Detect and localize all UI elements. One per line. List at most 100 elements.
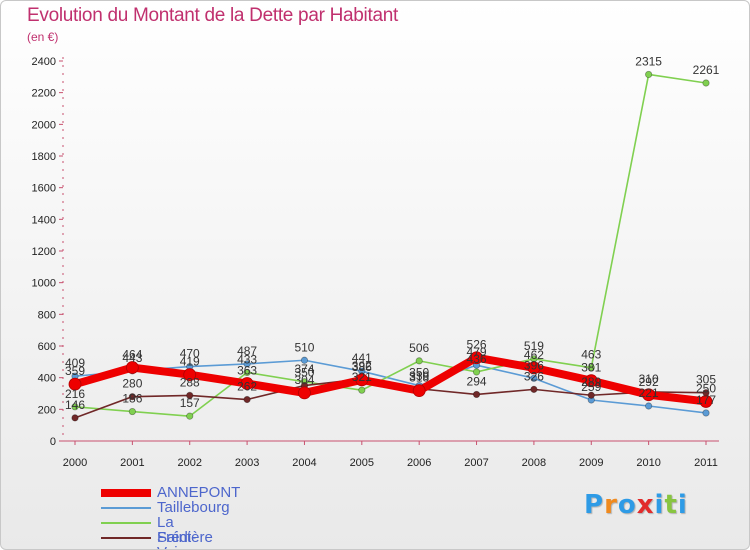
data-label: 305 xyxy=(696,373,716,387)
data-point xyxy=(183,368,197,382)
data-point xyxy=(642,388,656,402)
x-tick-label: 2003 xyxy=(235,457,259,469)
data-label: 487 xyxy=(237,344,257,358)
data-point xyxy=(645,70,653,79)
data-label: 326 xyxy=(524,369,544,383)
data-point xyxy=(472,390,481,399)
data-point xyxy=(702,409,710,417)
x-tick-label: 2000 xyxy=(63,457,87,469)
data-label: 510 xyxy=(294,340,314,354)
data-label: 506 xyxy=(409,341,429,355)
logo-letter: r xyxy=(604,490,618,520)
data-point xyxy=(415,357,423,365)
series-line-annepont xyxy=(71,353,710,406)
y-tick-label: 600 xyxy=(38,341,56,353)
data-label: 374 xyxy=(294,362,314,376)
data-point xyxy=(584,374,598,388)
data-label: 304 xyxy=(294,373,314,387)
data-point xyxy=(243,395,251,404)
data-label: 186 xyxy=(122,392,142,406)
x-tick-label: 2005 xyxy=(350,457,374,469)
series-line-taillebourg xyxy=(74,359,707,414)
data-point xyxy=(71,403,79,411)
proxiti-logo: Proxiti xyxy=(584,490,688,520)
data-point xyxy=(355,373,369,387)
x-tick-label: 2002 xyxy=(177,457,201,469)
data-label: 321 xyxy=(352,370,372,384)
data-label: 2261 xyxy=(693,63,720,77)
data-label: 381 xyxy=(581,361,601,375)
data-point xyxy=(470,351,483,365)
series-line-la-fr-di-re xyxy=(74,73,707,417)
data-label: 280 xyxy=(122,377,142,391)
data-label: 2315 xyxy=(635,54,662,68)
legend-label: ANNEPONT xyxy=(157,484,241,501)
data-point xyxy=(472,368,481,376)
chart-title: Evolution du Montant de la Dette par Hab… xyxy=(27,5,398,26)
x-tick-label: 2001 xyxy=(120,457,144,469)
data-point xyxy=(530,374,538,382)
data-point xyxy=(699,395,713,408)
data-label: 441 xyxy=(352,351,372,365)
data-point xyxy=(71,414,79,422)
data-point xyxy=(645,402,653,410)
data-label: 433 xyxy=(237,352,257,366)
data-label: 386 xyxy=(352,360,372,374)
data-point xyxy=(300,356,309,364)
data-point xyxy=(587,364,595,372)
data-label: 392 xyxy=(352,359,372,373)
data-label: 177 xyxy=(696,393,716,407)
data-label: 359 xyxy=(65,364,85,378)
data-label: 294 xyxy=(467,374,487,388)
data-point xyxy=(128,393,136,401)
data-point xyxy=(186,391,194,399)
legend-swatch xyxy=(101,507,151,509)
x-tick-label: 2010 xyxy=(636,457,660,469)
data-label: 470 xyxy=(180,347,200,361)
logo-letter: x xyxy=(636,490,655,520)
logo-letter: i xyxy=(677,490,688,520)
data-label: 464 xyxy=(122,348,142,362)
y-tick-label: 800 xyxy=(38,309,56,321)
x-tick-label: 2008 xyxy=(522,457,546,469)
logo-letter: P xyxy=(584,490,605,520)
logo-letter: t xyxy=(664,490,678,520)
data-point xyxy=(243,360,251,368)
data-point xyxy=(240,377,254,390)
y-tick-label: 1800 xyxy=(32,151,56,163)
x-tick-label: 2011 xyxy=(694,457,718,469)
data-label: 479 xyxy=(467,345,487,359)
data-label: 519 xyxy=(524,339,544,353)
y-tick-label: 2000 xyxy=(32,119,56,131)
data-label: 262 xyxy=(237,380,257,394)
axes: 0 200 400 600 800 1000 1200 1400 1600 1800 2000 220… xyxy=(32,56,719,469)
legend-label: Taillebourg xyxy=(157,499,230,516)
x-tick-label: 2006 xyxy=(407,457,431,469)
data-label: 259 xyxy=(581,380,601,394)
data-label: 310 xyxy=(639,372,659,386)
data-point xyxy=(128,407,136,416)
data-label: 157 xyxy=(180,396,200,410)
data-label: 526 xyxy=(467,338,487,352)
data-point xyxy=(587,391,595,399)
y-tick-label: 2400 xyxy=(32,56,56,68)
x-tick-label: 2009 xyxy=(579,457,603,469)
y-tick-label: 1600 xyxy=(32,183,56,195)
data-point xyxy=(527,361,541,375)
data-label: 221 xyxy=(639,386,659,400)
series-lines xyxy=(71,73,710,419)
data-point xyxy=(68,377,82,391)
data-label: 419 xyxy=(180,355,200,369)
data-label: 289 xyxy=(581,375,601,389)
data-label: 146 xyxy=(65,398,85,412)
data-label: 216 xyxy=(65,387,85,401)
data-point xyxy=(358,386,366,394)
data-point xyxy=(530,385,538,393)
data-point xyxy=(125,361,139,374)
data-label: 350 xyxy=(294,366,314,380)
data-labels: 359 464 419 363 304 386 318 526 462 381 292 250 409 4… xyxy=(65,54,720,411)
series-markers xyxy=(68,70,713,422)
x-tick-label: 2007 xyxy=(464,457,488,469)
data-label: 443 xyxy=(122,351,142,365)
